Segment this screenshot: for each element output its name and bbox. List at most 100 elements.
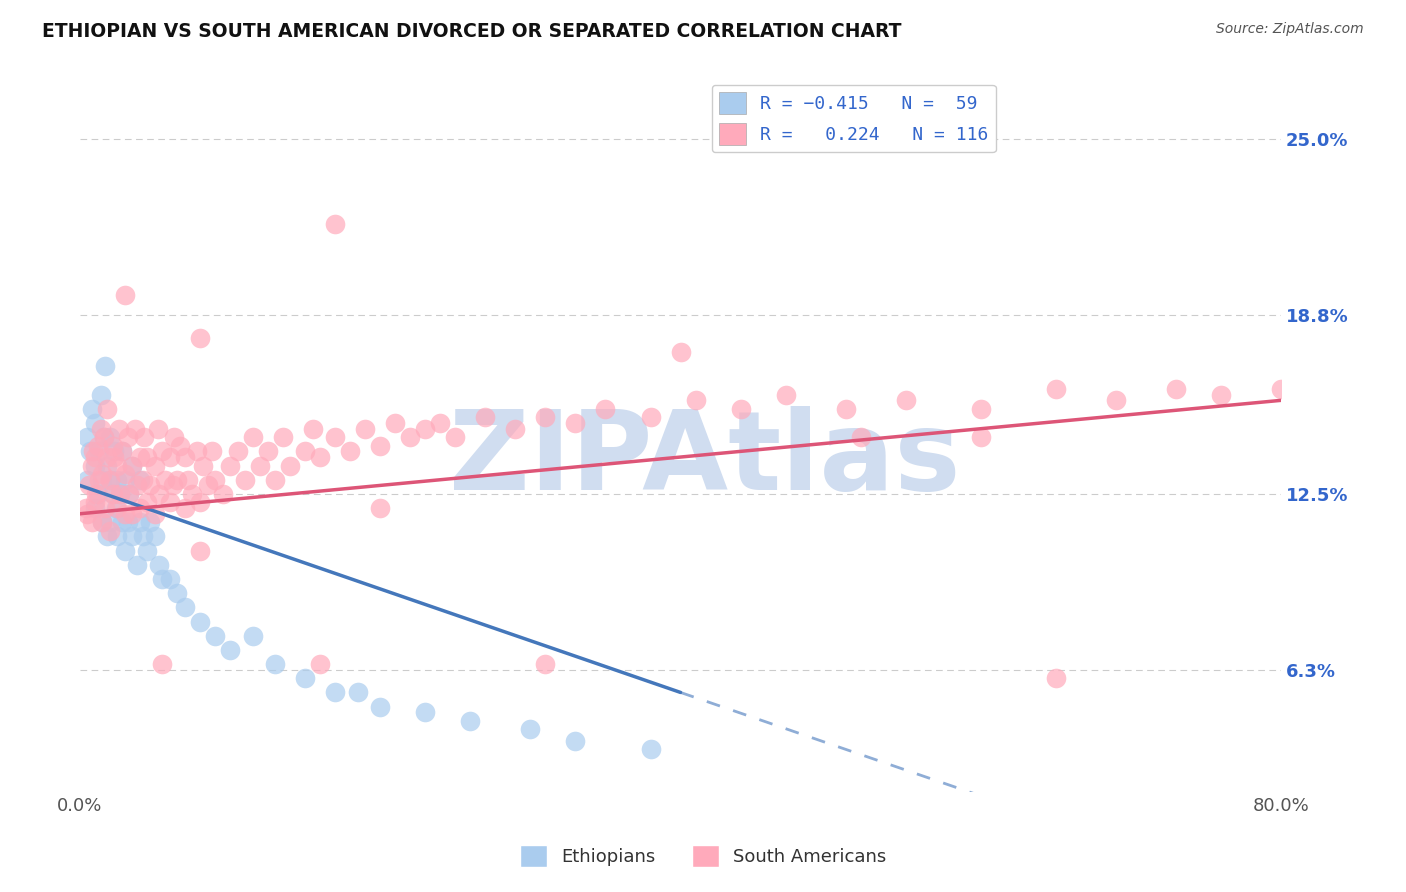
Point — [114, 507, 136, 521]
Point — [111, 516, 134, 530]
Point — [211, 487, 233, 501]
Point — [76, 430, 98, 444]
Point — [174, 501, 197, 516]
Point — [444, 430, 467, 444]
Point — [101, 487, 124, 501]
Point — [83, 450, 105, 464]
Point — [1045, 382, 1067, 396]
Point — [640, 742, 662, 756]
Point — [233, 473, 256, 487]
Text: ETHIOPIAN VS SOUTH AMERICAN DIVORCED OR SEPARATED CORRELATION CHART: ETHIOPIAN VS SOUTH AMERICAN DIVORCED OR … — [42, 22, 901, 41]
Point — [114, 467, 136, 481]
Legend: Ethiopians, South Americans: Ethiopians, South Americans — [512, 838, 894, 874]
Point — [136, 495, 159, 509]
Point — [83, 495, 105, 509]
Point — [103, 450, 125, 464]
Point — [139, 516, 162, 530]
Point — [564, 416, 586, 430]
Point — [89, 473, 111, 487]
Point — [110, 487, 132, 501]
Point — [775, 387, 797, 401]
Point — [1270, 382, 1292, 396]
Point — [91, 516, 114, 530]
Text: Source: ZipAtlas.com: Source: ZipAtlas.com — [1216, 22, 1364, 37]
Point — [323, 430, 346, 444]
Point — [186, 444, 208, 458]
Point — [970, 430, 993, 444]
Point — [93, 430, 115, 444]
Point — [83, 416, 105, 430]
Point — [125, 478, 148, 492]
Point — [111, 444, 134, 458]
Point — [107, 473, 129, 487]
Point — [103, 444, 125, 458]
Point — [143, 529, 166, 543]
Point — [1105, 393, 1128, 408]
Point — [177, 473, 200, 487]
Point — [80, 458, 103, 473]
Point — [835, 401, 858, 416]
Point — [110, 487, 132, 501]
Point — [93, 430, 115, 444]
Point — [129, 501, 152, 516]
Point — [346, 685, 368, 699]
Point — [114, 473, 136, 487]
Point — [264, 657, 287, 671]
Point — [152, 572, 174, 586]
Point — [309, 450, 332, 464]
Point — [96, 401, 118, 416]
Point — [101, 439, 124, 453]
Point — [129, 473, 152, 487]
Point — [534, 657, 557, 671]
Point — [354, 422, 377, 436]
Point — [188, 615, 211, 629]
Point — [83, 501, 105, 516]
Point — [163, 430, 186, 444]
Point — [474, 410, 496, 425]
Point — [82, 444, 104, 458]
Point — [413, 706, 436, 720]
Point — [98, 524, 121, 538]
Point — [91, 467, 114, 481]
Point — [143, 507, 166, 521]
Point — [188, 495, 211, 509]
Point — [118, 487, 141, 501]
Point — [323, 218, 346, 232]
Point — [107, 458, 129, 473]
Point — [121, 458, 143, 473]
Point — [256, 444, 278, 458]
Point — [188, 543, 211, 558]
Point — [94, 501, 117, 516]
Point — [242, 629, 264, 643]
Point — [201, 444, 224, 458]
Point — [1211, 387, 1233, 401]
Point — [169, 439, 191, 453]
Point — [129, 516, 152, 530]
Point — [148, 487, 170, 501]
Point — [159, 450, 181, 464]
Point — [139, 478, 162, 492]
Point — [101, 487, 124, 501]
Point — [104, 501, 127, 516]
Point — [309, 657, 332, 671]
Point — [155, 473, 177, 487]
Point — [849, 430, 872, 444]
Point — [204, 629, 226, 643]
Point — [278, 458, 301, 473]
Point — [174, 600, 197, 615]
Point — [384, 416, 406, 430]
Point — [117, 516, 139, 530]
Point — [399, 430, 422, 444]
Point — [181, 487, 204, 501]
Text: ZIPAtlas: ZIPAtlas — [449, 406, 960, 513]
Point — [124, 422, 146, 436]
Point — [219, 458, 242, 473]
Point — [301, 422, 323, 436]
Point — [219, 643, 242, 657]
Point — [132, 529, 155, 543]
Point — [136, 543, 159, 558]
Point — [564, 733, 586, 747]
Point — [107, 501, 129, 516]
Point — [136, 450, 159, 464]
Legend: R = −0.415   N =  59, R =   0.224   N = 116: R = −0.415 N = 59, R = 0.224 N = 116 — [711, 85, 995, 153]
